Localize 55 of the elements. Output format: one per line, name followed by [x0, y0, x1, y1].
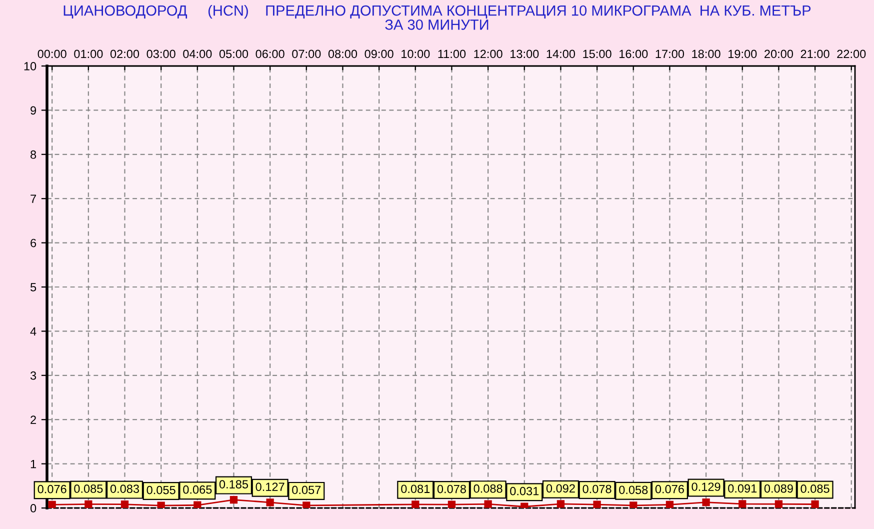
y-tick-label: 3 [30, 371, 36, 380]
y-tick-label: 4 [30, 327, 36, 336]
data-label: 0.065 [183, 485, 212, 494]
data-label: 0.078 [582, 484, 612, 494]
chart-title: ЦИАНОВОДОРОД (HCN) ПРЕДЕЛНО ДОПУСТИМА КОНЦЕНТРАЦИЯ 10 МИКРОГРАМА НА КУБ. МЕТЪР ЗА 30 МИНУТИ [64, 5, 811, 30]
x-tick-label: 13:00 [510, 50, 539, 58]
data-label: 0.185 [219, 480, 248, 488]
x-tick-label: 01:00 [74, 50, 103, 58]
y-tick-label: 6 [30, 238, 36, 248]
data-label: 0.129 [692, 482, 720, 491]
data-label: 0.085 [74, 484, 103, 493]
x-tick-label: 16:00 [620, 50, 648, 58]
data-label: 0.085 [800, 484, 830, 493]
y-tick-label: 7 [30, 194, 36, 203]
x-tick-label: 14:00 [546, 50, 576, 58]
x-tick-label: 19:00 [728, 50, 757, 58]
x-tick-label: 09:00 [364, 50, 394, 58]
x-tick-label: 17:00 [656, 50, 684, 58]
x-tick-label: 02:00 [110, 50, 140, 58]
data-label: 0.092 [546, 484, 575, 493]
x-tick-label: 00:00 [38, 50, 66, 58]
y-tick-label: 1 [30, 460, 36, 468]
x-tick-label: 12:00 [474, 50, 502, 58]
x-tick-label: 10:00 [402, 50, 430, 58]
data-label: 0.091 [728, 484, 757, 493]
data-label: 0.089 [764, 484, 793, 493]
data-label: 0.088 [474, 484, 502, 493]
data-label: 0.127 [256, 482, 284, 492]
x-tick-label: 03:00 [146, 50, 176, 58]
y-tick-label: 10 [24, 62, 36, 70]
data-label: 0.076 [38, 484, 66, 494]
x-tick-label: 21:00 [800, 50, 830, 58]
x-tick-label: 18:00 [692, 50, 720, 58]
data-label: 0.057 [292, 486, 321, 494]
x-tick-label: 15:00 [583, 50, 612, 58]
y-tick-label: 8 [30, 150, 36, 159]
x-tick-label: 07:00 [292, 50, 321, 58]
x-tick-label: 20:00 [764, 50, 794, 58]
y-tick-label: 0 [30, 504, 36, 512]
data-label: 0.076 [655, 484, 684, 494]
y-tick-label: 9 [30, 106, 36, 115]
y-tick-label: 5 [30, 283, 36, 292]
x-tick-label: 08:00 [328, 50, 358, 58]
x-tick-label: 06:00 [256, 50, 284, 58]
x-tick-label: 11:00 [438, 50, 466, 58]
data-label: 0.031 [510, 486, 539, 496]
x-tick-label: 04:00 [183, 50, 212, 58]
data-label: 0.078 [437, 484, 466, 494]
data-label: 0.058 [619, 486, 648, 494]
y-tick-label: 2 [30, 416, 36, 424]
x-tick-label: 05:00 [219, 50, 248, 58]
x-tick-label: 22:00 [837, 50, 866, 58]
data-label: 0.083 [110, 484, 139, 493]
data-label: 0.055 [146, 486, 176, 494]
data-label: 0.081 [401, 484, 430, 494]
